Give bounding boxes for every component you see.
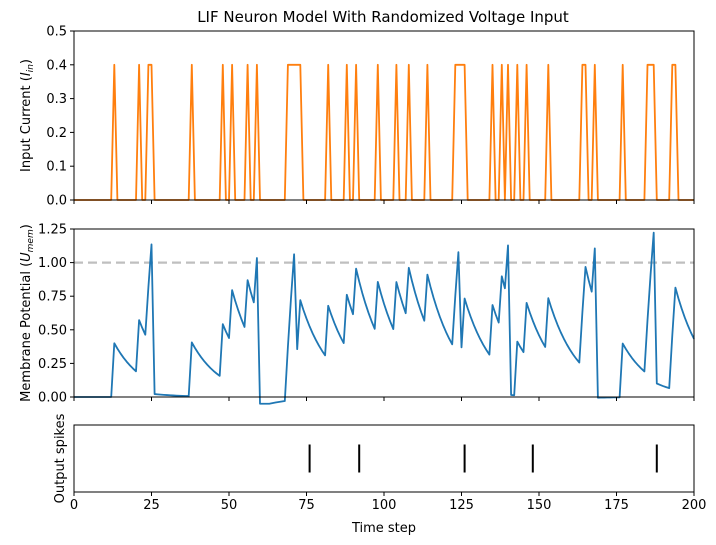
input-current-y-label: Input Current (Iin) (19, 59, 36, 172)
x-tick-label: 200 (682, 498, 707, 513)
y-tick-label: 0.2 (46, 126, 67, 141)
membrane-potential-panel: 0.00 0.25 0.50 0.75 1.00 1.25 Membrane Potent… (19, 223, 695, 406)
x-axis-label: Time step (351, 521, 416, 536)
membrane-potential-line (74, 231, 695, 405)
membrane-potential-y-label: Membrane Potential (Umem) (19, 224, 36, 402)
y-tick-label: 0.4 (46, 58, 67, 73)
x-tick-label: 175 (604, 498, 629, 513)
spike-raster (308, 444, 658, 473)
membrane-potential-y-ticks: 0.00 0.25 0.50 0.75 1.00 1.25 (38, 223, 74, 406)
input-current-y-ticks: 0.0 0.1 0.2 0.3 0.4 0.5 (46, 25, 74, 209)
y-tick-label: 0.25 (38, 357, 67, 372)
x-tick-label: 150 (527, 498, 552, 513)
input-current-panel: 0.0 0.1 0.2 0.3 0.4 0.5 Input Current (Iin) (19, 25, 695, 209)
y-tick-label: 0.5 (46, 25, 67, 40)
y-tick-label: 0.50 (38, 323, 67, 338)
output-spikes-y-label: Output spikes (53, 413, 68, 503)
output-spikes-panel: 0 25 50 75 100 125 150 175 200 Output spikes Tim… (53, 413, 706, 536)
y-tick-label: 0.1 (46, 160, 67, 175)
y-tick-label: 0.0 (46, 194, 67, 209)
y-tick-label: 0.75 (38, 290, 67, 305)
x-tick-label: 50 (221, 498, 238, 513)
y-tick-label: 0.00 (38, 391, 67, 406)
time-step-x-ticks: 0 25 50 75 100 125 150 175 200 (70, 492, 707, 513)
y-tick-label: 0.3 (46, 92, 67, 107)
x-tick-label: 0 (70, 498, 78, 513)
y-tick-label: 1.25 (38, 223, 67, 238)
y-tick-label: 1.00 (38, 256, 67, 271)
x-tick-label: 25 (143, 498, 160, 513)
x-tick-label: 125 (449, 498, 474, 513)
membrane-potential-x-ticks (73, 397, 695, 401)
input-current-x-ticks (73, 200, 695, 204)
x-tick-label: 100 (372, 498, 397, 513)
x-tick-label: 75 (298, 498, 315, 513)
chart-title: LIF Neuron Model With Randomized Voltage… (197, 8, 569, 26)
